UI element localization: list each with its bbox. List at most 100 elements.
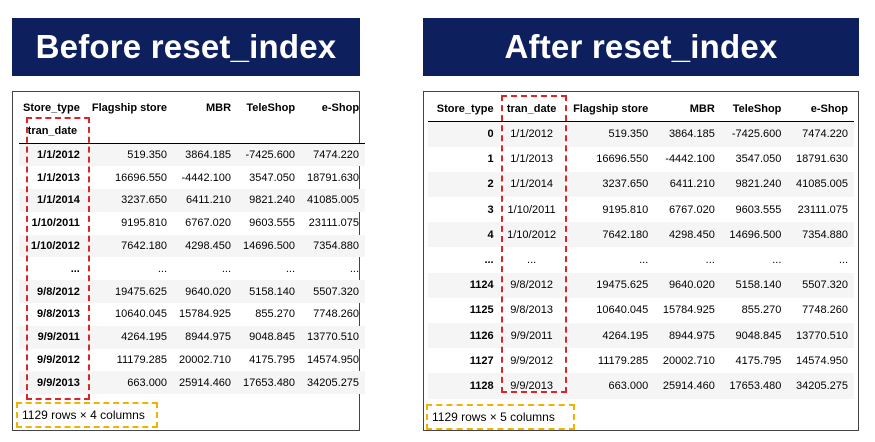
before-dataframe-panel: Store_type Flagship store MBR TeleShop e… xyxy=(12,91,366,431)
table-row: 1/10/2011 9195.810 6767.020 9603.555 23111.0… xyxy=(19,212,365,235)
table-cell: 6767.020 xyxy=(668,203,715,216)
table-cell: ... xyxy=(157,262,168,275)
table-cell: 15784.925 xyxy=(662,304,715,317)
row-index-cell: 9/9/2012 xyxy=(37,354,80,367)
table-cell: -7425.600 xyxy=(237,143,302,167)
index-name-header: tran_date xyxy=(27,125,78,137)
table-cell: 25914.460 xyxy=(173,371,238,395)
table-cell: 14696.500 xyxy=(237,234,302,258)
table-cell: 1/1/2012 xyxy=(499,121,564,147)
table-cell: 34205.275 xyxy=(787,373,854,399)
table-cell: 19475.625 xyxy=(563,272,655,298)
table-cell: 8944.975 xyxy=(173,325,238,349)
row-index-cell: 1/10/2011 xyxy=(31,217,80,230)
table-cell: 663.000 xyxy=(85,371,174,395)
table-row: 9/8/2012 19475.625 9640.020 5158.140 5507.32… xyxy=(19,280,366,304)
table-cell: 18791.630 xyxy=(307,171,360,184)
table-cell: ... xyxy=(838,254,848,267)
table-cell: 3547.050 xyxy=(735,153,782,166)
table-cell: 7474.220 xyxy=(787,121,854,147)
table-cell: 4298.450 xyxy=(654,222,721,248)
table-cell: ... xyxy=(285,262,296,275)
row-index-cell: 1 xyxy=(487,153,494,166)
index-name-row: tran_date xyxy=(19,119,366,144)
table-cell: 18791.630 xyxy=(796,153,848,166)
table-cell: ... xyxy=(221,262,232,275)
table-cell: 1/10/2011 xyxy=(507,203,556,216)
table-cell: 9048.845 xyxy=(237,325,302,349)
table-cell: 17653.480 xyxy=(237,371,302,395)
table-cell: 10640.045 xyxy=(596,304,649,317)
table-cell: 9640.020 xyxy=(654,272,721,298)
column-header-row: Store_type Flagship store MBR TeleShop e… xyxy=(19,97,365,119)
row-index-cell: 1/1/2013 xyxy=(37,171,80,184)
after-banner: After reset_index xyxy=(423,18,859,76)
table-cell: 6767.020 xyxy=(185,217,232,230)
table-row: 0 1/1/2012 519.350 3864.185 -7425.600 7474.22… xyxy=(428,121,854,147)
table-row: 1/1/2014 3237.650 6411.210 9821.240 41085.00… xyxy=(19,189,366,212)
table-cell: 1/10/2012 xyxy=(499,222,564,248)
table-cell: 1/1/2014 xyxy=(499,171,564,198)
table-cell: ... xyxy=(772,254,782,267)
columns-name-header: Store_type xyxy=(23,102,80,114)
table-row: 1127 9/9/2012 11179.285 20002.710 4175.795 14… xyxy=(428,348,854,373)
table-cell: ... xyxy=(639,254,649,267)
table-cell: 4175.795 xyxy=(735,354,782,367)
table-cell: 855.270 xyxy=(255,308,296,321)
row-index-cell: 1127 xyxy=(469,354,494,367)
table-cell: 9821.240 xyxy=(720,171,788,198)
table-row: 3 1/10/2011 9195.810 6767.020 9603.555 23111.… xyxy=(428,197,854,222)
table-cell: 519.350 xyxy=(85,143,174,167)
table-cell: 16696.550 xyxy=(596,153,649,166)
row-index-cell: 2 xyxy=(428,171,500,198)
row-index-cell: 1/1/2014 xyxy=(19,189,86,212)
table-cell: 3547.050 xyxy=(249,171,296,184)
row-index-cell: ... xyxy=(70,262,80,275)
table-cell: 20002.710 xyxy=(179,354,232,367)
row-index-cell: 0 xyxy=(428,121,500,147)
table-cell: 7642.180 xyxy=(85,234,174,258)
before-dataframe-table: Store_type Flagship store MBR TeleShop e… xyxy=(19,97,366,395)
table-cell: 9/9/2013 xyxy=(499,373,564,399)
table-cell: 23111.075 xyxy=(797,203,848,216)
table-cell: 14696.500 xyxy=(720,222,788,248)
table-cell: 9/8/2013 xyxy=(510,304,554,317)
table-cell: 19475.625 xyxy=(85,280,174,304)
table-cell: 13770.510 xyxy=(787,323,854,349)
table-cell: 3237.650 xyxy=(85,189,174,212)
table-cell: ... xyxy=(527,254,537,267)
table-cell: 41085.005 xyxy=(301,189,366,212)
row-index-cell: 1/1/2012 xyxy=(19,143,86,167)
table-row: 1/10/2012 7642.180 4298.450 14696.500 7354.8… xyxy=(19,234,366,258)
row-index-cell: 1126 xyxy=(428,323,500,349)
table-cell: 14574.950 xyxy=(796,354,848,367)
row-index-cell: 9/9/2011 xyxy=(19,325,86,349)
table-cell: -4442.100 xyxy=(181,171,232,184)
table-row: 9/9/2011 4264.195 8944.975 9048.845 13770.51… xyxy=(19,325,366,349)
table-cell: 34205.275 xyxy=(301,371,366,395)
column-header: TeleShop xyxy=(246,102,296,114)
table-cell: 11179.285 xyxy=(116,354,168,367)
table-row: 1126 9/9/2011 4264.195 8944.975 9048.845 1377… xyxy=(428,323,854,349)
table-row: 9/9/2013 663.000 25914.460 17653.480 34205.2… xyxy=(19,371,366,395)
table-cell: 3864.185 xyxy=(654,121,721,147)
column-header: Flagship store xyxy=(563,97,655,122)
table-row: 1 1/1/2013 16696.550 -4442.100 3547.050 18791… xyxy=(428,147,854,172)
after-dataframe-panel: Store_type tran_date Flagship store MBR … xyxy=(423,91,859,431)
table-cell: 5507.320 xyxy=(787,272,854,298)
table-cell: 15784.925 xyxy=(179,308,232,321)
table-cell: 25914.460 xyxy=(654,373,721,399)
before-banner: Before reset_index xyxy=(12,18,360,76)
column-header: e-Shop xyxy=(321,102,360,114)
table-cell: 7354.880 xyxy=(301,234,366,258)
table-cell: 16696.550 xyxy=(115,171,168,184)
table-cell: ... xyxy=(349,262,360,275)
shape-footer: 1129 rows × 4 columns xyxy=(16,402,158,428)
table-cell: 7474.220 xyxy=(301,143,366,167)
table-cell: 9195.810 xyxy=(602,203,649,216)
table-cell: 13770.510 xyxy=(301,325,366,349)
table-cell: 1/1/2013 xyxy=(510,153,554,166)
table-cell: 20002.710 xyxy=(662,354,715,367)
table-cell: 9640.020 xyxy=(173,280,238,304)
table-cell: -4442.100 xyxy=(665,153,715,166)
